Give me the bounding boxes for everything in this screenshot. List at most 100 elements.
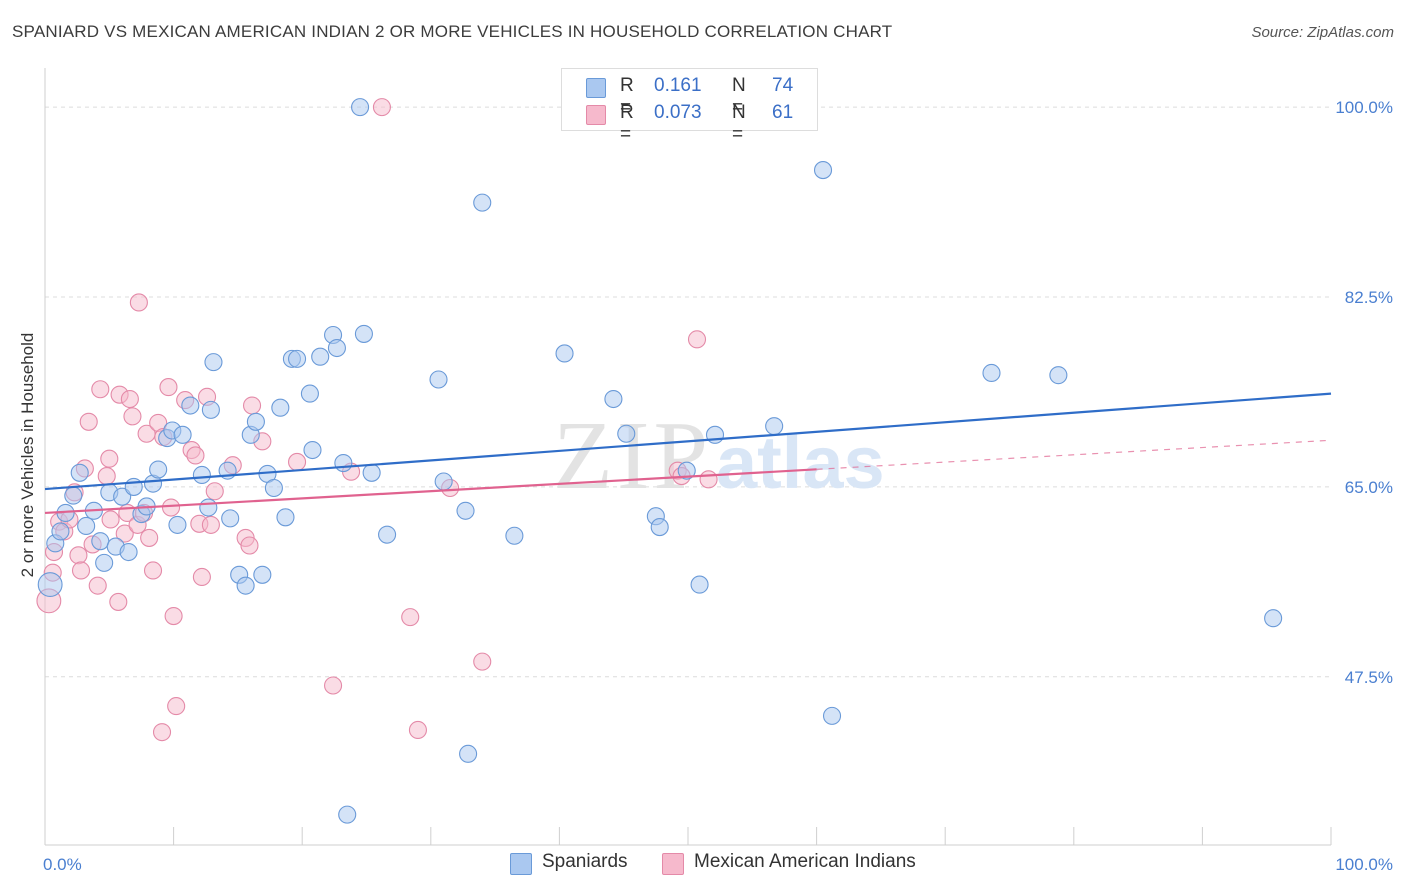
watermark-atlas: atlas	[716, 421, 885, 504]
spaniards-point	[288, 349, 307, 368]
data-points	[36, 98, 1283, 824]
spaniards-point	[505, 526, 524, 545]
mexican-american-indians-point	[69, 546, 88, 565]
spaniards-point	[70, 463, 89, 482]
swatch-pink	[586, 105, 606, 125]
spaniards-point	[311, 347, 330, 366]
mexican-american-indians-trend-extension	[816, 439, 1332, 470]
mexican-american-indians-point	[473, 652, 492, 671]
mexican-american-indians-point	[201, 515, 220, 534]
spaniards-point	[604, 389, 623, 409]
mexican-american-indians-point	[97, 467, 116, 486]
spaniards-point	[300, 384, 319, 403]
spaniards-point	[204, 353, 223, 372]
mexican-american-indians-point	[120, 389, 139, 409]
series-legend: Spaniards Mexican American Indians	[0, 851, 1406, 879]
legend-label: Mexican American Indians	[694, 851, 916, 872]
spaniards-point	[168, 515, 187, 534]
spaniards-point	[338, 805, 357, 824]
spaniards-point	[765, 417, 784, 436]
watermark: ZIP atlas	[553, 402, 885, 510]
spaniards-point	[982, 363, 1001, 383]
tick-labels: 47.5% 65.0% 82.5% 100.0% 0.0% 100.0%	[43, 98, 1393, 874]
spaniards-point	[246, 412, 265, 431]
mexican-american-indians-point	[288, 452, 307, 472]
spaniards-point	[192, 465, 211, 485]
mexican-american-indians-point	[161, 498, 181, 517]
mexican-american-indians-point	[192, 567, 211, 587]
mexican-american-indians-point	[88, 576, 107, 595]
mexican-american-indians-point	[101, 510, 120, 529]
spaniards-point	[456, 501, 475, 520]
spaniards-point	[617, 424, 636, 443]
spaniards-point	[434, 472, 453, 491]
spaniards-point	[91, 532, 110, 551]
mexican-american-indians-point	[100, 449, 119, 468]
spaniards-point	[173, 425, 192, 444]
spaniards-point	[650, 518, 669, 537]
spaniards-point	[813, 161, 833, 180]
n-key: N =	[732, 102, 746, 145]
mexican-american-indians-point	[205, 482, 224, 501]
mexican-american-indians-point	[159, 378, 178, 397]
spaniards-point	[221, 509, 240, 528]
y-tick-label: 82.5%	[1345, 288, 1393, 307]
mexican-american-indians-point	[152, 723, 172, 742]
mexican-american-indians-point	[401, 608, 420, 627]
spaniards-point	[253, 565, 272, 584]
mexican-american-indians-point	[240, 536, 259, 555]
spaniards-point	[119, 542, 138, 562]
source-label: Source: ZipAtlas.com	[1251, 24, 1394, 41]
spaniards-point	[95, 553, 114, 572]
mexican-american-indians-point	[699, 470, 718, 489]
spaniards-point	[149, 460, 168, 479]
mexican-american-indians-point	[79, 412, 98, 431]
y-axis-label: 2 or more Vehicles in Household	[18, 332, 37, 578]
mexican-american-indians-point	[71, 561, 91, 580]
mexican-american-indians-point	[186, 446, 205, 465]
legend-swatch-blue	[510, 853, 532, 875]
mexican-american-indians-point	[167, 697, 186, 716]
spaniards-point	[459, 744, 478, 763]
grid-lines	[45, 106, 1331, 678]
spaniards-point	[1264, 609, 1283, 628]
mexican-american-indians-point	[115, 524, 134, 543]
r-key: R =	[620, 75, 634, 118]
spaniards-point	[327, 338, 346, 358]
spaniards-point	[1049, 366, 1068, 385]
spaniards-point	[429, 370, 448, 389]
spaniards-point	[113, 487, 132, 506]
mexican-american-indians-point	[372, 98, 391, 117]
spaniards-point	[303, 440, 322, 460]
spaniards-point	[334, 453, 353, 473]
spaniards-point	[264, 478, 283, 498]
y-tick-label: 47.5%	[1345, 668, 1393, 687]
trend-lines	[44, 392, 1332, 515]
spaniards-point	[37, 572, 63, 598]
mexican-american-indians-point	[109, 592, 128, 611]
spaniards-point	[181, 396, 200, 415]
chart-title: SPANIARD VS MEXICAN AMERICAN INDIAN 2 OR…	[12, 22, 893, 41]
stats-legend: R = 0.161 N = 74 R = 0.073 N = 61	[561, 68, 818, 145]
r-value: 0.161	[654, 75, 702, 96]
spaniards-point	[64, 486, 83, 505]
spaniards-point	[77, 516, 96, 536]
mexican-american-indians-point	[164, 606, 183, 626]
watermark-zip: ZIP	[553, 402, 712, 510]
n-key: N =	[732, 75, 746, 118]
y-tick-label: 100.0%	[1335, 98, 1393, 117]
spaniards-point	[555, 344, 574, 363]
legend-label: Spaniards	[542, 851, 628, 872]
spaniards-point	[276, 508, 295, 527]
spaniards-point	[473, 193, 492, 212]
spaniards-point	[677, 461, 696, 480]
spaniards-point	[822, 706, 842, 725]
axes	[44, 68, 1332, 846]
mexican-american-indians-trend-line	[44, 468, 817, 515]
spaniards-point	[199, 498, 218, 517]
spaniards-point	[354, 324, 373, 343]
n-value: 74	[772, 75, 794, 96]
spaniards-point	[51, 522, 70, 541]
spaniards-point	[351, 98, 370, 117]
spaniards-point	[201, 400, 220, 419]
